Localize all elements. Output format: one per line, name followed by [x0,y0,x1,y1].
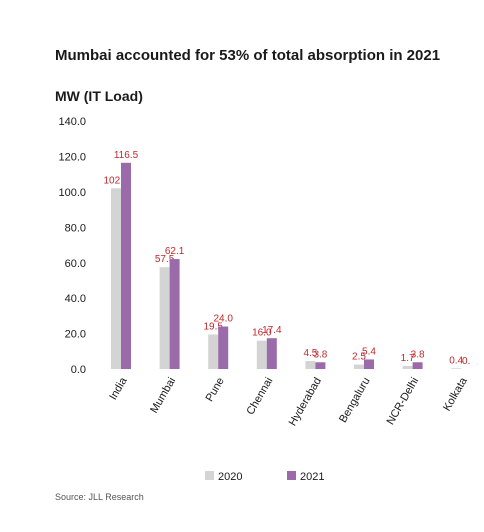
data-label: 4.5 [303,348,317,359]
legend-swatch-2021 [287,471,296,480]
data-label: 1.7 [401,353,415,364]
x-tick-label: Pune [204,376,227,404]
data-label: 0. [462,356,470,367]
x-tick-label: Bengaluru [337,376,372,425]
bar-2020-pune [208,334,219,369]
y-tick-label: 0.0 [71,364,86,376]
bar-2020-kolkata [451,368,462,369]
x-tick-label: Hyderabad [287,376,324,429]
data-label: 3.8 [313,349,327,360]
data-label: 62.1 [165,246,185,257]
data-label: 2.5 [352,352,366,363]
bar-2020-mumbai [159,267,170,369]
bar-2020-ncr-delhi [402,365,413,369]
bar-2020-hyderabad [305,361,316,369]
legend-label-2020: 2020 [218,471,242,483]
data-label: 5.4 [362,346,376,357]
y-axis-label: MW (IT Load) [55,88,143,104]
y-tick-label: 20.0 [65,329,86,341]
y-tick-label: 120.0 [58,152,86,164]
chart-source: Source: JLL Research [55,492,144,502]
bar-2021-hyderabad [315,362,326,369]
y-tick-label: 100.0 [58,187,86,199]
data-label: 16.0 [252,328,272,339]
legend-swatch-2020 [205,471,214,480]
y-tick-label: 80.0 [65,222,86,234]
x-tick-label: India [107,375,130,402]
y-tick-label: 40.0 [65,293,86,305]
x-tick-label: Kolkata [441,375,470,414]
data-label: 102.1 [103,175,128,186]
x-tick-label: Chennai [245,376,276,417]
bar-2021-chennai [266,338,277,369]
bar-2020-india [111,188,121,369]
x-tick-label: Mumbai [148,376,178,416]
y-tick-label: 140.0 [58,116,86,128]
bar-2021-ncr-delhi [412,362,423,369]
bar-2020-chennai [256,340,267,369]
legend-label-2021: 2021 [300,471,324,483]
x-tick-label: NCR-Delhi [385,376,422,428]
bar-2021-mumbai [169,259,180,369]
data-label: 116.5 [114,150,139,161]
bar-2020-bengaluru [354,364,364,369]
data-label: 17.4 [262,325,282,336]
data-label: 57.5 [155,254,175,265]
chart-title: Mumbai accounted for 53% of total absorp… [55,47,441,64]
y-tick-label: 60.0 [65,258,86,270]
bar-2021-india [121,162,131,369]
data-label: 19.5 [203,321,223,332]
data-label: 24.0 [213,314,233,325]
bar-2021-pune [218,326,229,369]
bar-2021-bengaluru [364,359,374,369]
data-label: 0.4 [449,355,463,366]
data-label: 3.8 [411,349,425,360]
